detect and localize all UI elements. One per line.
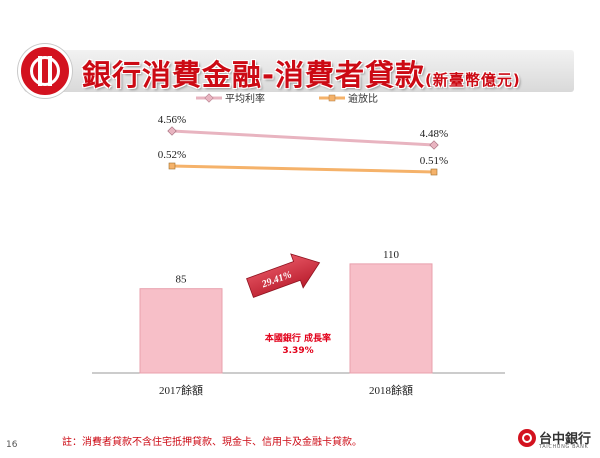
bank-logo-icon — [18, 44, 72, 98]
line-chart: 4.56% 4.48% 0.52% 0.51% — [158, 114, 448, 176]
industry-growth-value: 3.39% — [282, 346, 314, 356]
brand-english-name: TAICHUNG BANK — [539, 444, 589, 450]
series-line-1 — [171, 164, 435, 174]
bar-category-label-1: 2018餘額 — [369, 383, 413, 397]
footnote: 註：消費者貸款不含住宅抵押貸款、現金卡、信用卡及金融卡貸款。 — [62, 437, 362, 448]
series-1-data-label-0: 0.52% — [158, 149, 186, 161]
page-number: 16 — [6, 440, 18, 450]
series-1-point-1 — [430, 168, 438, 176]
series-0-point-1 — [429, 140, 439, 150]
brand-logo: 台中銀行 TAICHUNG BANK — [518, 425, 598, 455]
series-line-0 — [171, 129, 435, 147]
bar-value-label-1: 110 — [383, 249, 400, 261]
line-chart-legend: 平均利率 逾放比 — [0, 90, 600, 108]
bar-1 — [349, 263, 433, 374]
series-1-point-0 — [168, 162, 176, 170]
brand-seal-icon — [518, 429, 536, 447]
legend-rate-marker-icon — [196, 92, 222, 103]
bar-0 — [139, 288, 223, 374]
legend-rate-label: 平均利率 — [225, 94, 265, 105]
legend-overdue-label: 逾放比 — [348, 94, 378, 105]
title-banner: 銀行消費金融-消費者貸款(新臺幣億元) — [18, 44, 580, 98]
title-banner-background — [24, 50, 574, 92]
bar-chart: 85 2017餘額 110 2018餘額 29.41% — [92, 249, 505, 397]
page-title-text: 銀行消費金融-消費者貸款 — [82, 58, 426, 92]
brand-name: 台中銀行 — [539, 432, 592, 447]
industry-growth-annotation: 本國銀行 成長率 3.39% — [258, 333, 338, 357]
legend-item-overdue: 逾放比 — [319, 90, 378, 105]
industry-growth-caption: 本國銀行 成長率 — [264, 334, 332, 344]
legend-item-rate: 平均利率 — [196, 90, 265, 105]
bar-value-label-0: 85 — [176, 274, 188, 286]
series-0-data-label-1: 4.48% — [420, 128, 448, 140]
page-title-unit: (新臺幣億元) — [425, 71, 521, 89]
series-1-data-label-1: 0.51% — [420, 155, 448, 167]
page-title: 銀行消費金融-消費者貸款(新臺幣億元) — [82, 52, 521, 94]
legend-overdue-marker-icon — [319, 94, 345, 101]
growth-arrow-shape — [246, 253, 321, 298]
series-0-data-label-0: 4.56% — [158, 114, 186, 126]
bar-category-label-0: 2017餘額 — [159, 383, 203, 397]
growth-arrow-icon: 29.41% — [246, 253, 321, 298]
series-0-point-0 — [167, 126, 177, 136]
